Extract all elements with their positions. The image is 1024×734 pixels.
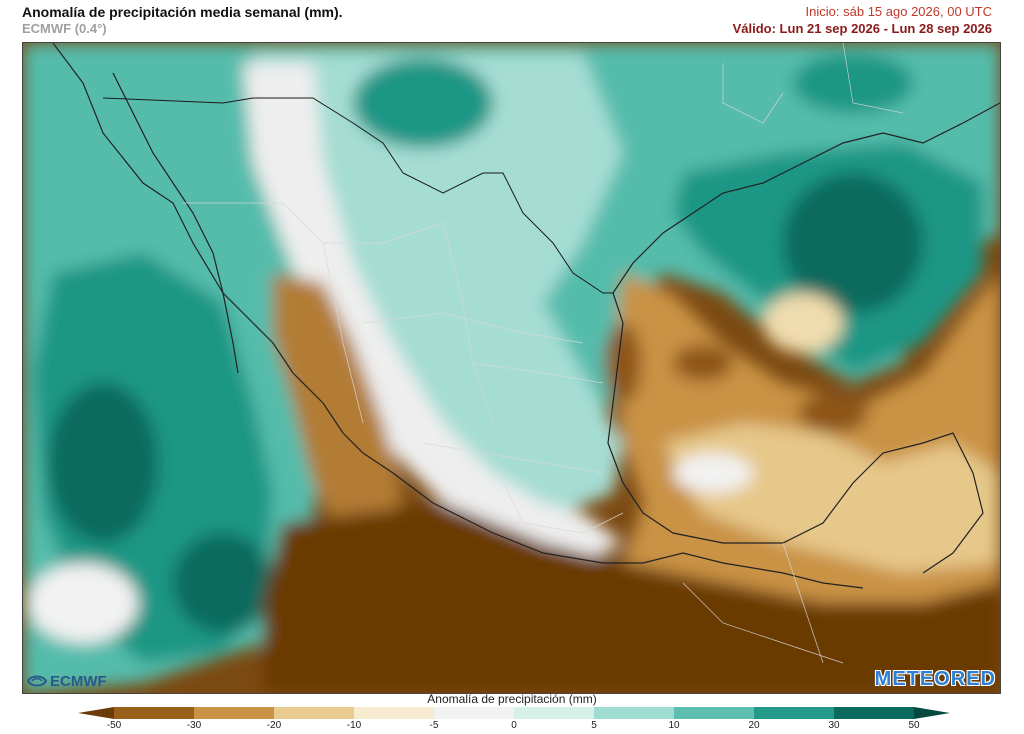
colorbar-tick-label: 50: [908, 720, 920, 731]
colorbar-ticks: -50 -30 -20 -10 -5 0 5 10 20 30 50: [0, 720, 1024, 734]
colorbar-segment: [514, 707, 595, 719]
colorbar-title: Anomalía de precipitación (mm): [427, 692, 597, 706]
country-border: [102, 97, 613, 294]
colorbar-segment: [114, 707, 195, 719]
anomaly-field: [23, 43, 1000, 693]
colorbar-tick-label: 20: [748, 720, 760, 731]
colorbar-segment: [674, 707, 755, 719]
colorbar-segment: [834, 707, 915, 719]
colorbar-tick-label: 5: [591, 720, 597, 731]
colorbar-segment: [78, 707, 114, 719]
model-label: ECMWF (0.4°): [22, 21, 107, 36]
ecmwf-logo-text: ECMWF: [50, 672, 107, 690]
colorbar-segment: [274, 707, 355, 719]
colorbar-tick-label: 0: [511, 720, 517, 731]
colorbar: [78, 707, 950, 719]
colorbar-tick-label: -20: [266, 720, 282, 731]
map-canvas: [23, 43, 1000, 693]
colorbar-tick-label: 10: [668, 720, 680, 731]
colorbar-tick-label: -5: [429, 720, 439, 731]
colorbar-tick-label: -10: [346, 720, 362, 731]
colorbar-tick-label: -50: [106, 720, 122, 731]
colorbar-tick-label: -30: [186, 720, 202, 731]
ecmwf-logo: ECMWF: [27, 672, 107, 690]
state-borders: [183, 43, 904, 664]
colorbar-segment: [754, 707, 835, 719]
precipitation-anomaly-map: ECMWF METEORED: [22, 42, 1001, 694]
map-title: Anomalía de precipitación media semanal …: [22, 4, 343, 20]
colorbar-segment: [354, 707, 435, 719]
colorbar-segment: [434, 707, 515, 719]
meteored-logo: METEORED: [874, 668, 996, 690]
colorbar-segment: [914, 707, 950, 719]
colorbar-segment: [594, 707, 675, 719]
colorbar-tick-label: 30: [828, 720, 840, 731]
init-time: Inicio: sáb 15 ago 2026, 00 UTC: [805, 4, 992, 19]
colorbar-segment: [194, 707, 275, 719]
valid-period: Válido: Lun 21 sep 2026 - Lun 28 sep 202…: [732, 21, 992, 36]
ecmwf-icon: [27, 675, 47, 687]
